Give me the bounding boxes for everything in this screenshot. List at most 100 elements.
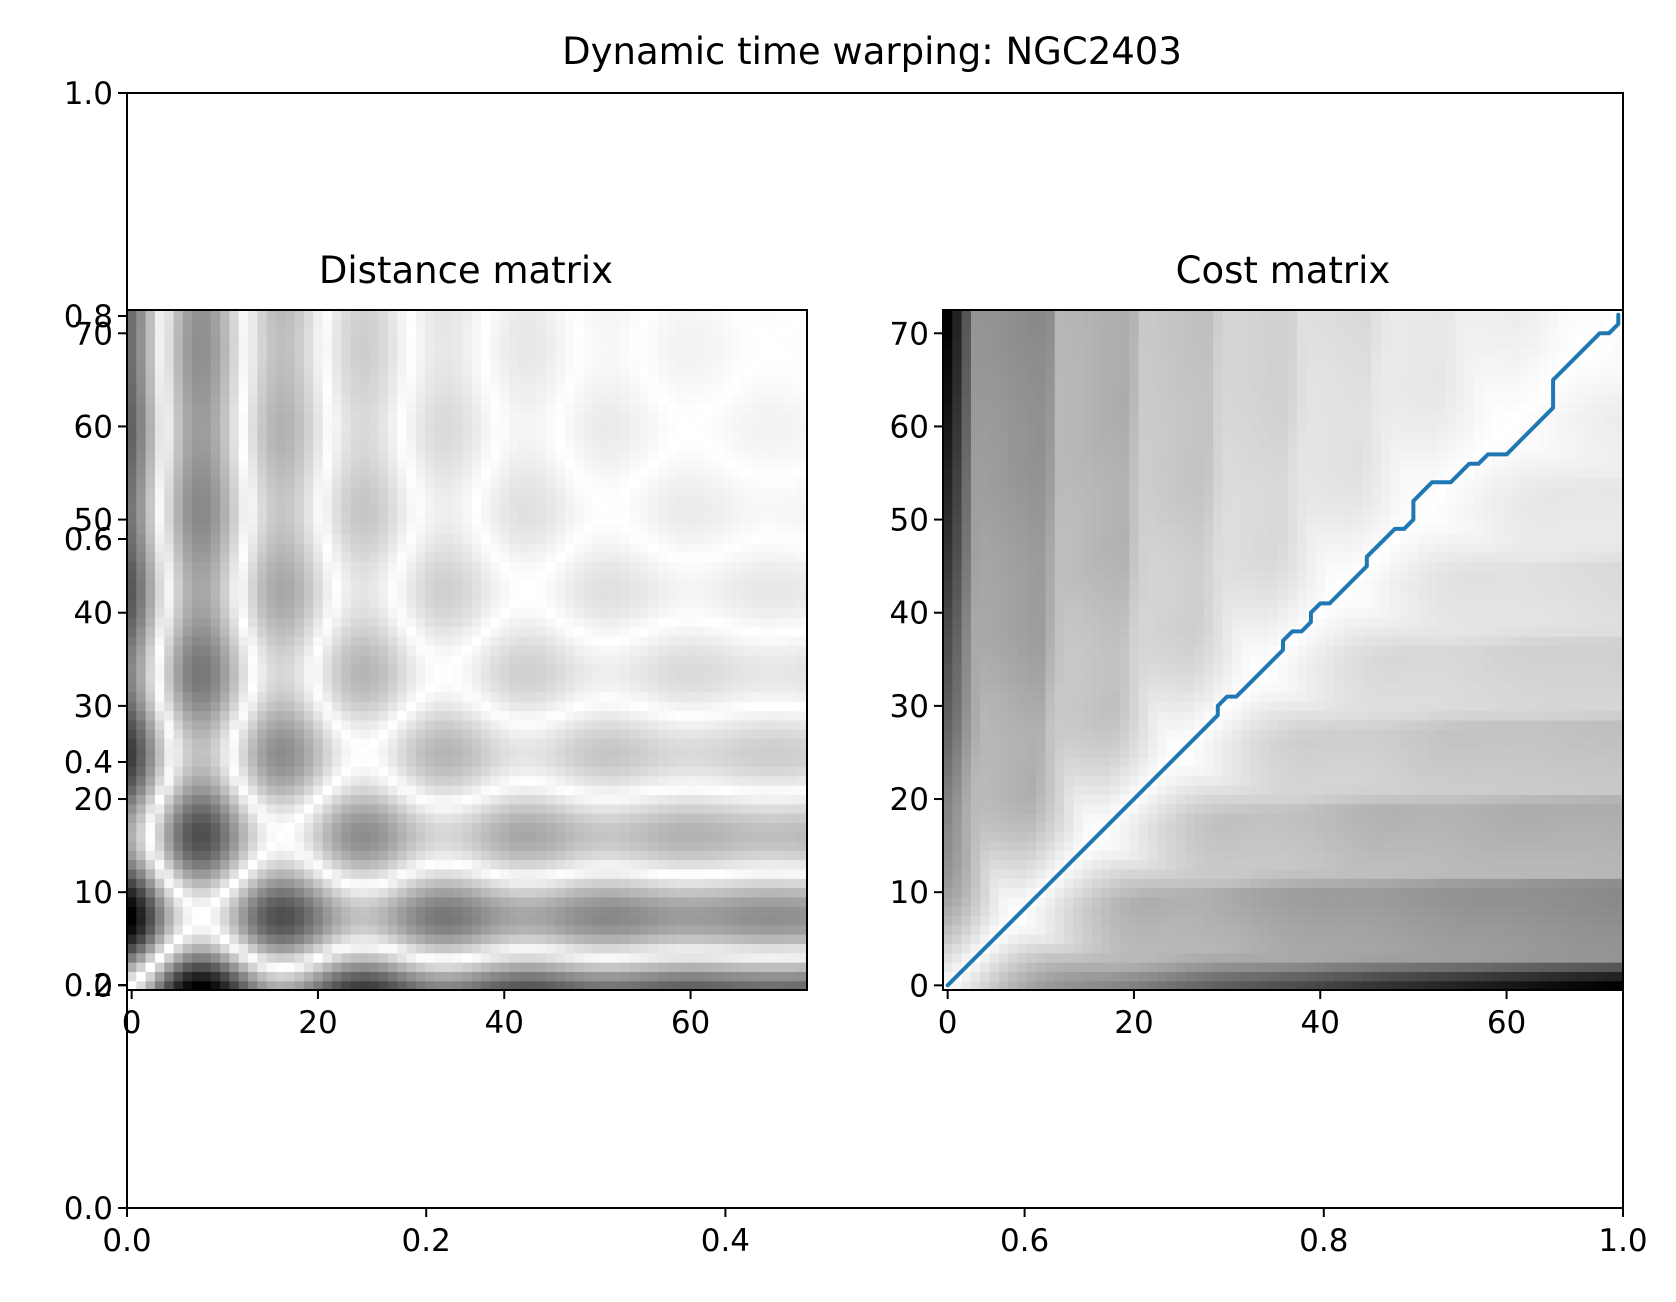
distance-cell	[648, 533, 659, 544]
distance-cell	[741, 710, 752, 721]
distance-cell	[713, 393, 724, 404]
distance-cell	[779, 701, 789, 712]
distance-cell	[443, 431, 454, 442]
distance-cell	[751, 775, 762, 786]
distance-cell	[751, 710, 762, 721]
distance-cell	[164, 924, 175, 935]
distance-cell	[453, 682, 463, 693]
figure-title: Dynamic time warping: NGC2403	[562, 30, 1182, 73]
distance-cell	[639, 589, 650, 600]
distance-cell	[313, 375, 324, 386]
distance-cell	[723, 431, 734, 442]
distance-cell	[369, 906, 380, 917]
distance-cell	[359, 421, 370, 432]
distance-cell	[536, 766, 547, 777]
distance-cell	[164, 552, 175, 563]
distance-cell	[760, 673, 771, 684]
distance-cell	[425, 775, 435, 786]
distance-cell	[220, 580, 231, 591]
distance-cell	[350, 580, 361, 591]
distance-cell	[313, 896, 324, 907]
distance-cell	[480, 663, 491, 674]
distance-cell	[201, 356, 212, 367]
distance-cell	[769, 533, 780, 544]
distance-cell	[732, 729, 743, 740]
distance-cell	[564, 794, 575, 805]
distance-cell	[127, 421, 137, 432]
distance-cell	[741, 486, 752, 497]
distance-cell	[276, 719, 286, 730]
distance-cell	[257, 393, 268, 404]
distance-cell	[397, 673, 408, 684]
distance-cell	[630, 626, 640, 637]
distance-cell	[527, 636, 538, 646]
distance-cell	[378, 375, 389, 386]
distance-cell	[592, 626, 603, 637]
distance-cell	[192, 431, 203, 442]
distance-cell	[434, 775, 445, 786]
distance-cell	[192, 868, 203, 879]
distance-cell	[592, 719, 603, 730]
distance-cell	[443, 570, 454, 581]
distance-cell	[620, 589, 631, 600]
distance-cell	[443, 626, 454, 637]
distance-cell	[592, 412, 603, 423]
distance-cell	[639, 943, 650, 954]
distance-cell	[359, 636, 370, 646]
distance-cell	[285, 766, 296, 777]
distance-cell	[657, 710, 668, 721]
distance-cell	[164, 589, 175, 600]
distance-cell	[685, 887, 696, 898]
distance-cell	[490, 384, 501, 395]
distance-cell	[751, 486, 762, 497]
distance-cell	[713, 356, 724, 367]
distance-cell	[602, 943, 612, 954]
distance-cell	[350, 626, 361, 637]
distance-cell	[732, 943, 743, 954]
distance-cell	[164, 747, 175, 758]
distance-cell	[434, 570, 445, 581]
distance-cell	[182, 431, 193, 442]
distance-cell	[518, 393, 529, 404]
distance-cell	[602, 980, 612, 991]
distance-cell	[406, 962, 417, 972]
distance-cell	[266, 663, 277, 674]
distance-cell	[788, 533, 799, 544]
distance-cell	[415, 934, 426, 945]
distance-cell	[257, 496, 268, 507]
distance-cell	[620, 729, 631, 740]
distance-cell	[471, 617, 482, 628]
distance-cell	[667, 896, 678, 907]
distance-cell	[630, 831, 640, 842]
distance-cell	[238, 738, 249, 749]
distance-cell	[648, 850, 659, 861]
distance-cell	[546, 654, 557, 665]
distance-cell	[276, 449, 286, 460]
distance-cell	[154, 412, 165, 423]
distance-cell	[518, 440, 529, 451]
distance-cell	[387, 859, 398, 870]
distance-cell	[797, 468, 808, 479]
distance-cell	[648, 468, 659, 479]
distance-cell	[732, 570, 743, 581]
distance-cell	[266, 403, 277, 414]
distance-cell	[164, 831, 175, 842]
distance-cell	[303, 663, 314, 674]
distance-cell	[154, 431, 165, 442]
distance-cell	[164, 887, 175, 898]
distance-cell	[154, 822, 165, 833]
distance-cell	[797, 785, 808, 795]
distance-cell	[657, 952, 668, 963]
distance-cell	[294, 878, 305, 889]
distance-cell	[257, 356, 268, 367]
distance-cell	[704, 365, 715, 376]
distance-cell	[406, 431, 417, 442]
distance-cell	[210, 384, 221, 395]
distance-cell	[220, 626, 231, 637]
distance-cell	[592, 971, 603, 982]
distance-cell	[434, 505, 445, 516]
distance-cell	[527, 738, 538, 749]
distance-cell	[723, 822, 734, 833]
distance-cell	[564, 514, 575, 525]
distance-cell	[583, 477, 594, 488]
